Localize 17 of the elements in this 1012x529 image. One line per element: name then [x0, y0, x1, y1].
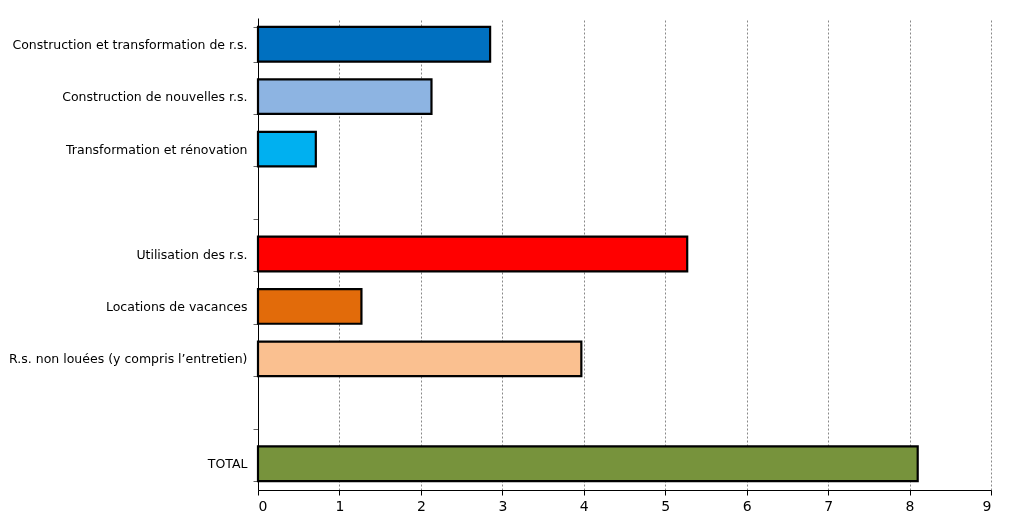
x-tick-label: 9 — [982, 497, 992, 514]
y-tick-label: Construction de nouvelles r.s. — [62, 89, 248, 105]
y-tick-label: Locations de vacances — [105, 298, 248, 314]
x-tick-label: 2 — [416, 497, 426, 514]
y-tick-label: Construction et transformation de r.s. — [12, 36, 248, 52]
x-tick-label: 8 — [905, 497, 915, 514]
y-tick-label: TOTAL — [206, 456, 248, 472]
x-tick-label: 6 — [742, 497, 752, 514]
x-tick-label: 1 — [335, 497, 345, 514]
x-tick-label: 4 — [579, 497, 589, 514]
x-tick-label: 7 — [824, 497, 834, 514]
x-tick-label: 3 — [498, 497, 508, 514]
x-tick-label: 0 — [258, 497, 268, 514]
y-tick-label: Transformation et rénovation — [65, 141, 248, 157]
y-tick-label: R.s. non louées (y compris l’entretien) — [9, 351, 248, 367]
y-tick-label: Utilisation des r.s. — [136, 246, 248, 262]
x-tick-label: 5 — [661, 497, 671, 514]
